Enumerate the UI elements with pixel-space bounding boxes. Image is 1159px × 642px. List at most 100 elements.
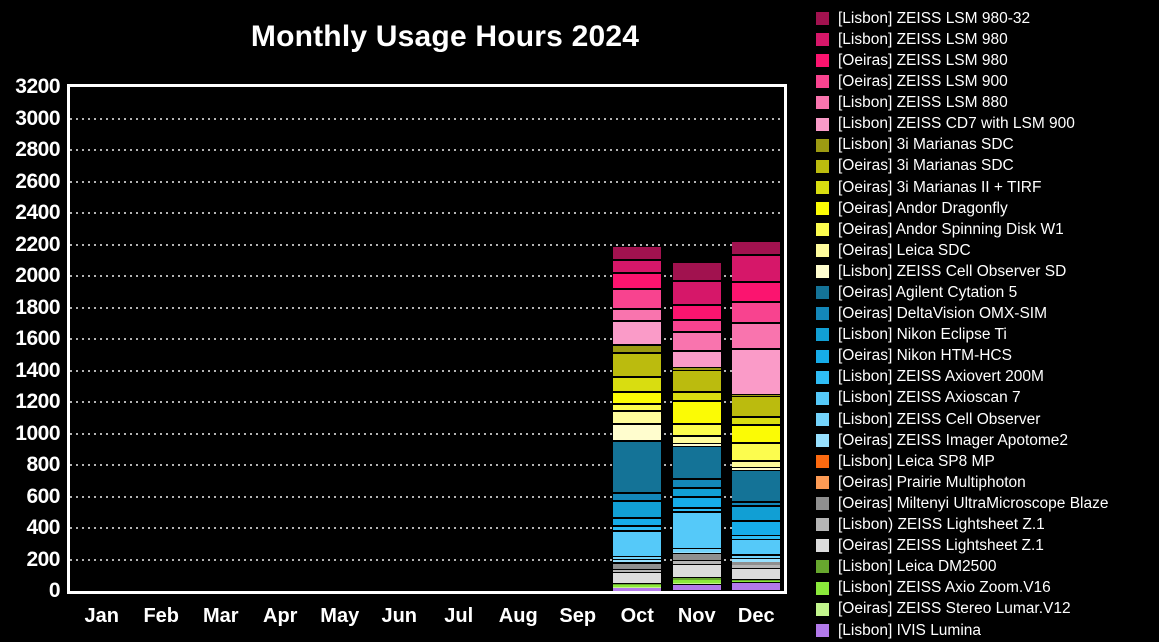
bar-segment [613,392,662,404]
x-tick-label: Aug [498,605,538,627]
legend-item: [Oeiras] Andor Spinning Disk W1 [816,219,1108,240]
legend-item: [Oeiras] Agilent Cytation 5 [816,282,1108,303]
bar-segment [613,273,662,289]
bar-segment [672,281,721,305]
legend-item: [Lisbon] ZEISS LSM 980 [816,29,1108,50]
x-tick-label: Jul [444,605,474,627]
bar-segment [672,332,721,351]
bar-segment [732,461,781,468]
bar-segment [672,446,721,479]
legend-swatch [816,349,829,363]
bar-segment [613,493,662,501]
gridline [70,464,784,466]
bar-segment [672,370,721,392]
x-tick-label: Dec [737,605,775,627]
bar-segment [613,585,662,587]
gridline [70,338,784,340]
bar-segment [672,351,721,368]
y-tick-label: 600 [26,484,60,508]
bar-segment [672,580,721,583]
gridline [70,243,784,246]
legend-swatch [816,180,829,194]
legend-item: [Oeiras] Leica SDC [816,240,1108,261]
gridline [70,275,784,277]
legend-label: [Oeiras] Leica SDC [838,241,971,259]
legend-item: [Lisbon] ZEISS Cell Observer SD [816,261,1108,282]
legend-label: [Lisbon] ZEISS Axiovert 200M [838,368,1044,386]
bar-segment [732,555,781,559]
bar-segment [732,323,781,349]
legend-label: [Lisbon] IVIS Lumina [838,621,982,639]
y-tick-label: 2200 [15,232,60,256]
y-tick-label: 1600 [15,327,60,350]
x-tick-label: Mar [202,605,239,627]
legend-label: [Lisbon] Leica SP8 MP [838,452,995,470]
y-tick-label: 1000 [15,421,60,445]
gridline [70,369,784,372]
legend-swatch [816,623,829,637]
legend-label: [Lisbon] Nikon Eclipse Ti [838,326,1007,344]
bar-segment [613,441,662,493]
bar-segment [613,404,662,411]
legend-swatch [816,581,829,595]
y-tick-label: 1200 [15,390,60,413]
bar-segment [732,582,781,591]
bar-segment [613,411,662,424]
legend-swatch [816,497,829,511]
bar-segment [732,502,781,506]
legend-item: [Lisbon] Leica DM2500 [816,556,1108,577]
bar-segment [672,578,721,580]
x-tick-label: Sep [559,605,597,627]
legend-label: [Oeiras] ZEISS Imager Apotome2 [838,431,1069,449]
legend-item: [Lisbon] ZEISS Axio Zoom.V16 [816,578,1108,599]
y-tick-label: 2800 [15,138,60,161]
legend-label: [Oeiras] Nikon HTM-HCS [838,347,1012,365]
bar-segment [613,572,662,584]
legend-swatch [816,328,829,342]
legend-label: [Lisbon] ZEISS LSM 980 [838,30,1008,48]
legend: [Lisbon] ZEISS LSM 980-32 [Lisbon] ZEISS … [816,8,1108,641]
legend-item: [Oeiras] ZEISS Lightsheet Z.1 [816,535,1108,556]
gridline [70,495,784,498]
legend-item: [Lisbon] ZEISS Cell Observer [816,409,1108,430]
chart-title: Monthly Usage Hours 2024 [250,20,640,53]
legend-swatch [816,33,829,47]
y-tick-label: 2400 [15,201,60,224]
legend-label: [Oeiras] Andor Spinning Disk W1 [838,220,1064,238]
bar-segment [732,536,781,539]
legend-item: [Oeiras] ZEISS Imager Apotome2 [816,430,1108,451]
bar-segment [732,241,781,255]
legend-item: [Lisbon] ZEISS CD7 with LSM 900 [816,113,1108,134]
gridline [70,180,784,183]
bar-segment [672,305,721,320]
legend-swatch [816,370,829,384]
legend-label: [Oeiras] Agilent Cytation 5 [838,284,1018,302]
legend-swatch [816,560,829,574]
bar-segment [613,424,662,441]
bar-segment [613,518,662,526]
legend-item: [Oeiras] 3i Marianas II + TIRF [816,177,1108,198]
bar-segment [613,345,662,353]
bar-segment [732,559,781,562]
gridline [70,432,784,435]
legend-swatch [816,265,829,279]
legend-item: [Lisbon] Leica SP8 MP [816,451,1108,472]
gridline [70,401,784,403]
legend-label: [Lisbon] Leica DM2500 [838,558,997,576]
legend-label: [Oeiras] ZEISS LSM 980 [838,51,1008,69]
x-tick-label: Jun [381,605,418,627]
y-tick-label: 2600 [15,169,60,193]
y-tick-label: 2000 [15,264,60,287]
legend-item: [Oeiras] 3i Marianas SDC [816,156,1108,177]
gridline [70,149,784,151]
legend-item: [Oeiras] Nikon HTM-HCS [816,346,1108,367]
legend-swatch [816,117,829,131]
bar-segment [613,260,662,273]
legend-label: [Oeiras] Miltenyi UltraMicroscope Blaze [838,494,1109,512]
legend-swatch [816,307,829,321]
bar-segment [613,501,662,518]
legend-label: [Lisbon] ZEISS CD7 with LSM 900 [838,115,1075,133]
bar-segment [672,444,721,446]
bar-segment [732,282,781,302]
